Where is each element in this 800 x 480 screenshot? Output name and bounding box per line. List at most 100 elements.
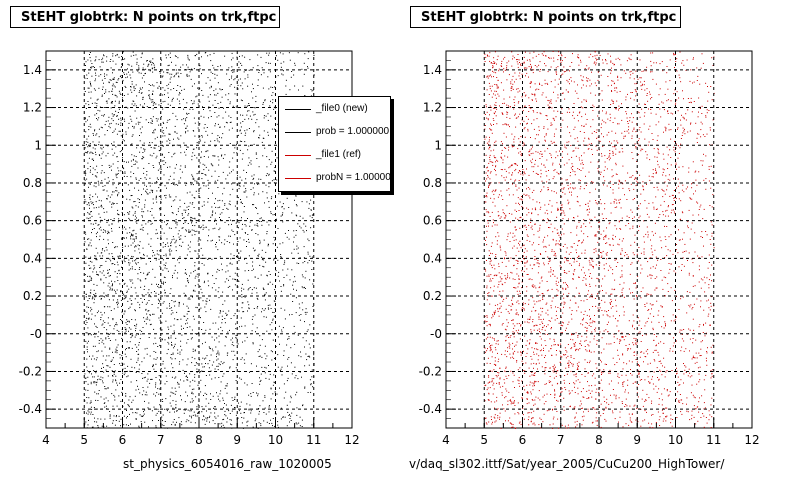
scatter-point [114, 399, 116, 401]
scatter-point [268, 271, 270, 272]
scatter-point [284, 416, 286, 418]
scatter-point [498, 95, 500, 97]
scatter-point [587, 344, 589, 346]
scatter-point [217, 156, 219, 158]
scatter-point [540, 151, 542, 152]
scatter-point [179, 353, 181, 355]
scatter-point [116, 289, 118, 291]
scatter-point [596, 129, 598, 131]
scatter-point [113, 394, 115, 396]
scatter-point [511, 272, 513, 274]
scatter-point [275, 413, 277, 415]
scatter-point [683, 329, 685, 330]
scatter-point [617, 349, 618, 351]
scatter-point [91, 426, 93, 428]
scatter-point [524, 160, 526, 162]
scatter-point [606, 252, 608, 254]
scatter-point [228, 217, 230, 218]
scatter-point [550, 124, 552, 126]
scatter-point [181, 119, 183, 121]
scatter-point [567, 355, 569, 357]
scatter-point [497, 55, 499, 57]
scatter-point [290, 395, 292, 397]
scatter-point [238, 222, 240, 224]
scatter-point [708, 110, 710, 111]
scatter-point [608, 310, 609, 311]
scatter-point [104, 75, 105, 77]
scatter-point [587, 202, 589, 204]
scatter-point [202, 343, 203, 345]
scatter-point [129, 306, 131, 308]
scatter-point [90, 151, 92, 153]
scatter-point [107, 239, 109, 241]
scatter-point [229, 413, 231, 414]
scatter-point [234, 147, 236, 149]
scatter-point [678, 192, 680, 194]
scatter-point [242, 223, 243, 225]
scatter-point [226, 392, 228, 394]
scatter-point [691, 384, 693, 386]
scatter-point [112, 288, 113, 290]
scatter-point [109, 415, 111, 417]
scatter-point [134, 201, 136, 202]
scatter-point [259, 241, 261, 243]
scatter-point [131, 135, 133, 137]
scatter-point [155, 196, 157, 198]
scatter-point [294, 85, 296, 87]
scatter-point [174, 152, 176, 154]
scatter-point [257, 234, 259, 236]
scatter-point [117, 301, 119, 303]
scatter-point [84, 117, 86, 119]
scatter-point [282, 214, 283, 216]
scatter-point [267, 134, 269, 136]
scatter-point [144, 206, 146, 208]
scatter-point [96, 113, 98, 115]
scatter-point [137, 273, 139, 275]
scatter-point [254, 276, 256, 278]
scatter-point [543, 246, 545, 248]
scatter-point [655, 287, 657, 289]
y-tick-label: 0.8 [23, 176, 42, 190]
scatter-point [242, 295, 244, 297]
scatter-point [163, 301, 165, 303]
scatter-point [664, 295, 666, 296]
scatter-point [123, 237, 125, 239]
scatter-point [698, 269, 700, 271]
scatter-point [229, 419, 231, 421]
scatter-point [145, 119, 147, 121]
scatter-point [104, 218, 106, 220]
scatter-point [109, 340, 111, 341]
scatter-point [589, 192, 591, 194]
scatter-point [620, 228, 622, 230]
scatter-point [214, 416, 216, 418]
scatter-point [264, 147, 266, 149]
scatter-point [107, 400, 109, 402]
scatter-point [689, 372, 691, 374]
scatter-point [122, 228, 124, 230]
scatter-point [517, 379, 519, 381]
scatter-point [217, 135, 219, 137]
scatter-point [262, 102, 264, 104]
scatter-point [645, 151, 647, 153]
scatter-point [162, 145, 164, 147]
scatter-point [159, 265, 161, 267]
scatter-point [106, 365, 108, 367]
scatter-point [199, 135, 201, 137]
scatter-point [214, 77, 216, 79]
scatter-point [252, 261, 254, 263]
scatter-point [144, 320, 146, 322]
scatter-point [138, 68, 140, 70]
scatter-point [291, 373, 293, 375]
scatter-point [671, 204, 673, 206]
scatter-point [187, 214, 189, 216]
scatter-point [170, 354, 172, 355]
scatter-point [494, 360, 496, 362]
scatter-point [89, 171, 91, 173]
scatter-point [218, 236, 220, 238]
scatter-point [123, 283, 125, 285]
scatter-point [295, 375, 297, 377]
scatter-point [201, 135, 203, 136]
scatter-point [152, 313, 154, 315]
scatter-point [163, 276, 165, 278]
scatter-point [253, 268, 254, 270]
